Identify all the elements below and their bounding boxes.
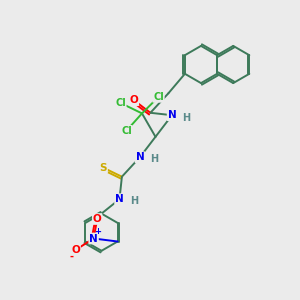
Text: H: H xyxy=(150,154,158,164)
Text: O: O xyxy=(130,95,138,105)
Text: N: N xyxy=(168,110,176,120)
Text: N: N xyxy=(115,194,124,204)
Text: N: N xyxy=(89,233,98,244)
Text: S: S xyxy=(100,163,107,173)
Text: -: - xyxy=(69,251,73,262)
Text: Cl: Cl xyxy=(115,98,126,108)
Text: +: + xyxy=(94,227,101,236)
Text: H: H xyxy=(130,196,138,206)
Text: N: N xyxy=(136,152,144,162)
Text: Cl: Cl xyxy=(153,92,164,102)
Text: O: O xyxy=(71,245,80,255)
Text: O: O xyxy=(93,214,102,224)
Text: Cl: Cl xyxy=(121,126,132,136)
Text: H: H xyxy=(182,112,190,123)
